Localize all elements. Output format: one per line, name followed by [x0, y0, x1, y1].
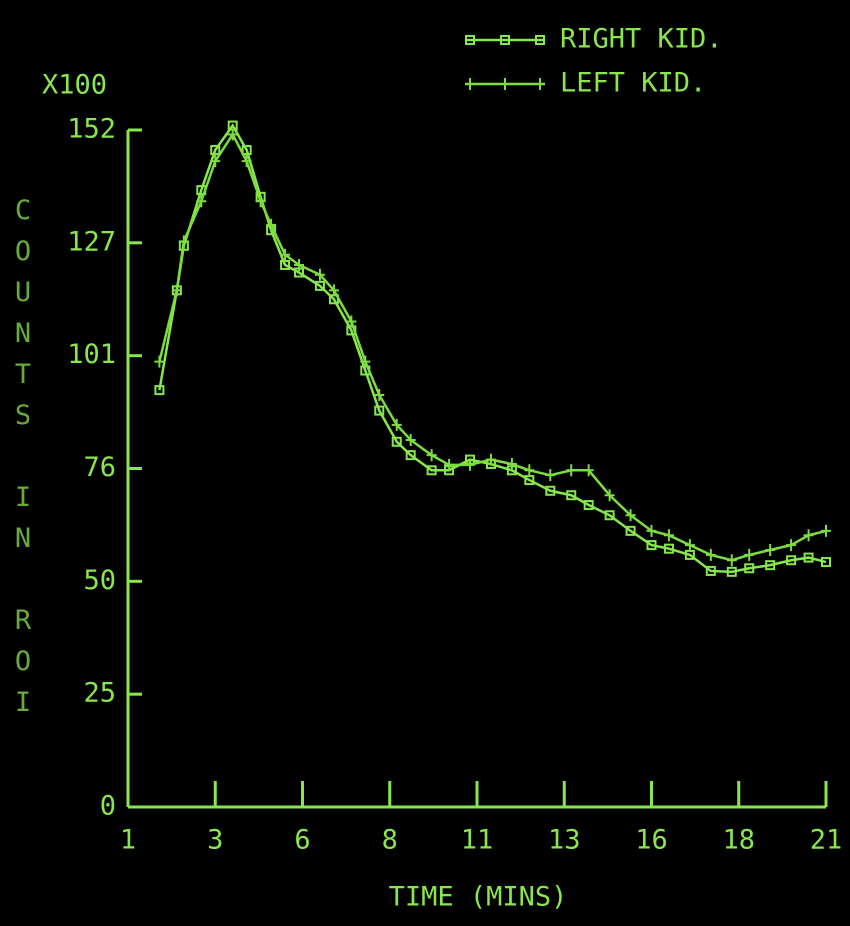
marker-plus	[545, 469, 556, 482]
marker-plus	[346, 315, 357, 328]
marker-plus	[178, 235, 189, 248]
marker-plus	[765, 544, 776, 557]
y-tick-label: 152	[67, 114, 116, 145]
y-tick-label: 101	[67, 339, 116, 370]
marker-plus	[196, 195, 207, 208]
x-tick-label: 21	[810, 825, 843, 856]
marker-plus	[524, 464, 535, 477]
marker-plus	[566, 464, 577, 477]
marker-plus	[821, 524, 831, 537]
marker-square	[241, 145, 252, 156]
marker-plus	[663, 529, 674, 542]
marker-plus	[171, 284, 182, 297]
marker-square	[583, 500, 594, 511]
x-tick-label: 11	[461, 825, 494, 856]
unit-label: X100	[42, 70, 107, 101]
marker-plus	[726, 554, 737, 567]
marker-square	[545, 485, 556, 496]
marker-square	[765, 560, 776, 571]
marker-plus	[583, 464, 594, 477]
marker-plus	[154, 355, 165, 368]
marker-plus	[444, 458, 455, 471]
marker-plus	[314, 268, 325, 281]
y-tick-label: 50	[83, 565, 116, 596]
marker-plus	[684, 539, 695, 552]
y-tick-label: 127	[67, 226, 116, 257]
y-tick-label: 76	[83, 452, 116, 483]
marker-plus	[405, 433, 416, 446]
marker-square	[500, 35, 510, 45]
marker-plus	[705, 548, 716, 561]
y-tick-label: 0	[100, 791, 116, 822]
marker-square	[566, 490, 577, 501]
x-tick-label: 3	[207, 825, 223, 856]
marker-square	[465, 35, 475, 45]
x-tick-label: 8	[382, 825, 398, 856]
legend-label: RIGHT KID.	[560, 24, 723, 55]
marker-plus	[535, 78, 545, 90]
y-axis-label: COUNTS IN ROI	[8, 195, 39, 728]
marker-square	[663, 543, 674, 554]
marker-square	[705, 565, 716, 576]
marker-plus	[744, 548, 755, 561]
marker-plus	[391, 418, 402, 431]
legend-label: LEFT KID.	[560, 68, 706, 99]
marker-square	[426, 465, 437, 476]
marker-plus	[328, 284, 339, 297]
marker-plus	[485, 453, 496, 466]
marker-square	[604, 510, 615, 521]
marker-plus	[625, 509, 636, 522]
marker-square	[744, 563, 755, 574]
x-tick-label: 16	[635, 825, 668, 856]
marker-plus	[646, 524, 657, 537]
marker-plus	[465, 78, 475, 90]
marker-square	[726, 566, 737, 577]
marker-plus	[786, 539, 797, 552]
marker-plus	[266, 218, 277, 231]
marker-square	[625, 525, 636, 536]
marker-square	[535, 35, 545, 45]
series-line	[158, 131, 827, 562]
marker-square	[280, 259, 291, 270]
marker-square	[210, 145, 221, 156]
marker-plus	[506, 458, 517, 471]
x-tick-label: 18	[722, 825, 755, 856]
marker-plus	[374, 389, 385, 402]
marker-square	[374, 405, 385, 416]
marker-plus	[210, 155, 221, 168]
marker-plus	[465, 458, 476, 471]
marker-square	[786, 555, 797, 566]
marker-plus	[426, 449, 437, 462]
marker-plus	[803, 529, 814, 542]
marker-plus	[255, 195, 266, 208]
marker-square	[314, 280, 325, 291]
marker-square	[391, 436, 402, 447]
marker-square	[405, 450, 416, 461]
marker-square	[154, 385, 165, 396]
marker-plus	[280, 248, 291, 261]
marker-plus	[604, 489, 615, 502]
marker-plus	[241, 155, 252, 168]
x-tick-label: 13	[548, 825, 581, 856]
x-tick-label: 1	[120, 825, 136, 856]
y-tick-label: 25	[83, 678, 116, 709]
marker-square	[803, 552, 814, 563]
x-axis-label: TIME (MINS)	[389, 882, 568, 913]
marker-square	[821, 557, 831, 568]
marker-plus	[227, 128, 238, 141]
marker-plus	[360, 355, 371, 368]
marker-square	[646, 540, 657, 551]
x-tick-label: 6	[294, 825, 310, 856]
marker-plus	[294, 258, 305, 271]
marker-plus	[500, 78, 510, 90]
